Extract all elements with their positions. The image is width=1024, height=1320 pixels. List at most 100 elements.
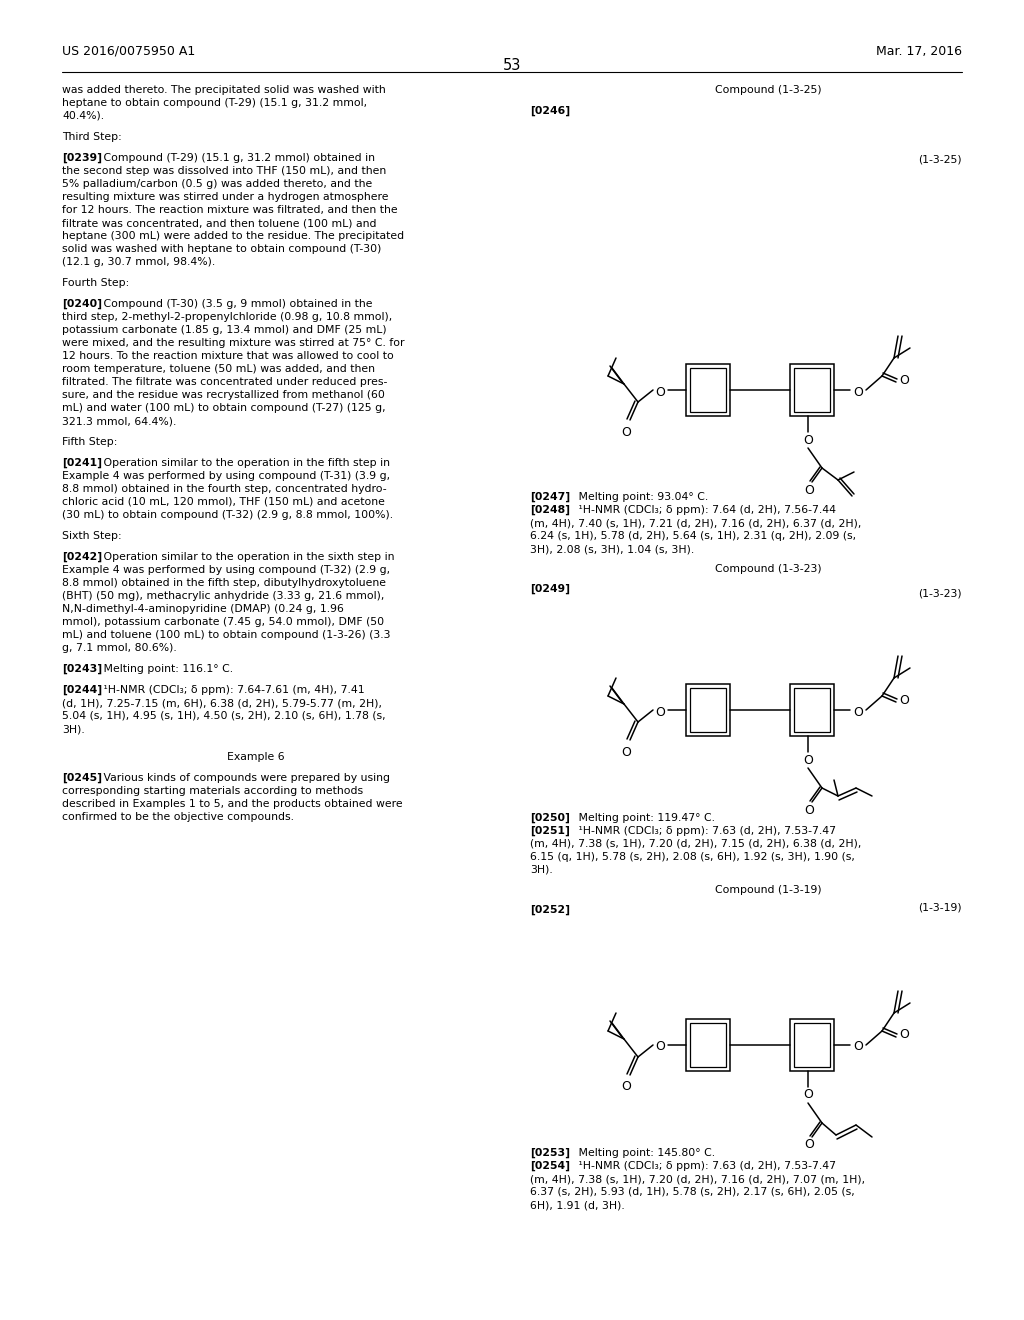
Text: ¹H-NMR (CDCl₃; δ ppm): 7.63 (d, 2H), 7.53-7.47: ¹H-NMR (CDCl₃; δ ppm): 7.63 (d, 2H), 7.5…: [568, 1162, 836, 1171]
Text: [0252]: [0252]: [530, 906, 570, 915]
Text: 8.8 mmol) obtained in the fourth step, concentrated hydro-: 8.8 mmol) obtained in the fourth step, c…: [62, 484, 387, 494]
Text: [0246]: [0246]: [530, 106, 570, 116]
Text: O: O: [899, 374, 909, 387]
Text: solid was washed with heptane to obtain compound (T-30): solid was washed with heptane to obtain …: [62, 244, 381, 253]
Text: corresponding starting materials according to methods: corresponding starting materials accordi…: [62, 785, 364, 796]
Text: (1-3-23): (1-3-23): [919, 587, 962, 598]
Text: Fifth Step:: Fifth Step:: [62, 437, 118, 447]
Text: [0244]: [0244]: [62, 685, 102, 696]
Text: O: O: [622, 1081, 631, 1093]
Text: filtrated. The filtrate was concentrated under reduced pres-: filtrated. The filtrate was concentrated…: [62, 378, 387, 387]
Text: third step, 2-methyl-2-propenylchloride (0.98 g, 10.8 mmol),: third step, 2-methyl-2-propenylchloride …: [62, 312, 392, 322]
Text: 6H), 1.91 (d, 3H).: 6H), 1.91 (d, 3H).: [530, 1200, 625, 1210]
Text: Compound (1-3-23): Compound (1-3-23): [715, 564, 821, 574]
Text: Compound (1-3-19): Compound (1-3-19): [715, 884, 821, 895]
Text: (m, 4H), 7.38 (s, 1H), 7.20 (d, 2H), 7.16 (d, 2H), 7.07 (m, 1H),: (m, 4H), 7.38 (s, 1H), 7.20 (d, 2H), 7.1…: [530, 1173, 865, 1184]
Text: the second step was dissolved into THF (150 mL), and then: the second step was dissolved into THF (…: [62, 166, 386, 176]
Text: Fourth Step:: Fourth Step:: [62, 279, 129, 288]
Text: Melting point: 93.04° C.: Melting point: 93.04° C.: [568, 492, 709, 502]
Text: mL) and toluene (100 mL) to obtain compound (1-3-26) (3.3: mL) and toluene (100 mL) to obtain compo…: [62, 630, 390, 640]
Text: 3H), 2.08 (s, 3H), 1.04 (s, 3H).: 3H), 2.08 (s, 3H), 1.04 (s, 3H).: [530, 544, 694, 554]
Text: [0251]: [0251]: [530, 826, 570, 837]
Text: Mar. 17, 2016: Mar. 17, 2016: [876, 45, 962, 58]
Text: (m, 4H), 7.38 (s, 1H), 7.20 (d, 2H), 7.15 (d, 2H), 6.38 (d, 2H),: (m, 4H), 7.38 (s, 1H), 7.20 (d, 2H), 7.1…: [530, 840, 861, 849]
Text: (BHT) (50 mg), methacrylic anhydride (3.33 g, 21.6 mmol),: (BHT) (50 mg), methacrylic anhydride (3.…: [62, 591, 384, 601]
Text: O: O: [899, 1028, 909, 1041]
Text: O: O: [655, 385, 665, 399]
Text: [0243]: [0243]: [62, 664, 102, 675]
Text: Melting point: 116.1° C.: Melting point: 116.1° C.: [93, 664, 233, 675]
Text: O: O: [804, 483, 814, 496]
Text: 40.4%).: 40.4%).: [62, 111, 104, 121]
Text: heptane to obtain compound (T-29) (15.1 g, 31.2 mmol,: heptane to obtain compound (T-29) (15.1 …: [62, 98, 368, 108]
Text: [0254]: [0254]: [530, 1162, 570, 1171]
Text: O: O: [803, 1089, 813, 1101]
Text: Compound (T-30) (3.5 g, 9 mmol) obtained in the: Compound (T-30) (3.5 g, 9 mmol) obtained…: [93, 300, 373, 309]
Text: (1-3-25): (1-3-25): [919, 154, 962, 165]
Text: were mixed, and the resulting mixture was stirred at 75° C. for: were mixed, and the resulting mixture wa…: [62, 338, 404, 348]
Text: (m, 4H), 7.40 (s, 1H), 7.21 (d, 2H), 7.16 (d, 2H), 6.37 (d, 2H),: (m, 4H), 7.40 (s, 1H), 7.21 (d, 2H), 7.1…: [530, 517, 861, 528]
Text: O: O: [655, 705, 665, 718]
Text: O: O: [853, 705, 863, 718]
Text: Third Step:: Third Step:: [62, 132, 122, 143]
Text: mL) and water (100 mL) to obtain compound (T-27) (125 g,: mL) and water (100 mL) to obtain compoun…: [62, 403, 386, 413]
Text: [0239]: [0239]: [62, 153, 102, 164]
Text: [0249]: [0249]: [530, 583, 570, 594]
Text: 321.3 mmol, 64.4%).: 321.3 mmol, 64.4%).: [62, 416, 176, 426]
Text: resulting mixture was stirred under a hydrogen atmosphere: resulting mixture was stirred under a hy…: [62, 191, 388, 202]
Text: O: O: [853, 1040, 863, 1053]
Text: (30 mL) to obtain compound (T-32) (2.9 g, 8.8 mmol, 100%).: (30 mL) to obtain compound (T-32) (2.9 g…: [62, 510, 393, 520]
Text: US 2016/0075950 A1: US 2016/0075950 A1: [62, 45, 196, 58]
Text: Operation similar to the operation in the sixth step in: Operation similar to the operation in th…: [93, 552, 394, 562]
Text: O: O: [899, 693, 909, 706]
Text: room temperature, toluene (50 mL) was added, and then: room temperature, toluene (50 mL) was ad…: [62, 364, 375, 374]
Text: 8.8 mmol) obtained in the fifth step, dibutylhydroxytoluene: 8.8 mmol) obtained in the fifth step, di…: [62, 578, 386, 587]
Text: 5% palladium/carbon (0.5 g) was added thereto, and the: 5% palladium/carbon (0.5 g) was added th…: [62, 180, 373, 189]
Text: filtrate was concentrated, and then toluene (100 mL) and: filtrate was concentrated, and then tolu…: [62, 218, 377, 228]
Text: ¹H-NMR (CDCl₃; δ ppm): 7.63 (d, 2H), 7.53-7.47: ¹H-NMR (CDCl₃; δ ppm): 7.63 (d, 2H), 7.5…: [568, 826, 836, 836]
Text: N,N-dimethyl-4-aminopyridine (DMAP) (0.24 g, 1.96: N,N-dimethyl-4-aminopyridine (DMAP) (0.2…: [62, 605, 344, 614]
Text: O: O: [853, 385, 863, 399]
Text: ¹H-NMR (CDCl₃; δ ppm): 7.64 (d, 2H), 7.56-7.44: ¹H-NMR (CDCl₃; δ ppm): 7.64 (d, 2H), 7.5…: [568, 506, 836, 515]
Text: confirmed to be the objective compounds.: confirmed to be the objective compounds.: [62, 812, 294, 822]
Text: [0253]: [0253]: [530, 1148, 570, 1158]
Text: [0245]: [0245]: [62, 774, 102, 783]
Text: was added thereto. The precipitated solid was washed with: was added thereto. The precipitated soli…: [62, 84, 386, 95]
Text: [0240]: [0240]: [62, 300, 102, 309]
Text: 3H).: 3H).: [530, 865, 553, 875]
Text: O: O: [804, 804, 814, 817]
Text: mmol), potassium carbonate (7.45 g, 54.0 mmol), DMF (50: mmol), potassium carbonate (7.45 g, 54.0…: [62, 616, 384, 627]
Text: 53: 53: [503, 58, 521, 73]
Text: Compound (1-3-25): Compound (1-3-25): [715, 84, 821, 95]
Text: Operation similar to the operation in the fifth step in: Operation similar to the operation in th…: [93, 458, 390, 469]
Text: 6.15 (q, 1H), 5.78 (s, 2H), 2.08 (s, 6H), 1.92 (s, 3H), 1.90 (s,: 6.15 (q, 1H), 5.78 (s, 2H), 2.08 (s, 6H)…: [530, 851, 855, 862]
Text: described in Examples 1 to 5, and the products obtained were: described in Examples 1 to 5, and the pr…: [62, 799, 402, 809]
Text: O: O: [803, 754, 813, 767]
Text: potassium carbonate (1.85 g, 13.4 mmol) and DMF (25 mL): potassium carbonate (1.85 g, 13.4 mmol) …: [62, 325, 387, 335]
Text: Example 4 was performed by using compound (T-32) (2.9 g,: Example 4 was performed by using compoun…: [62, 565, 390, 576]
Text: [0247]: [0247]: [530, 492, 570, 503]
Text: [0241]: [0241]: [62, 458, 102, 469]
Text: (12.1 g, 30.7 mmol, 98.4%).: (12.1 g, 30.7 mmol, 98.4%).: [62, 257, 215, 267]
Text: Compound (T-29) (15.1 g, 31.2 mmol) obtained in: Compound (T-29) (15.1 g, 31.2 mmol) obta…: [93, 153, 375, 162]
Text: Melting point: 119.47° C.: Melting point: 119.47° C.: [568, 813, 715, 822]
Text: 12 hours. To the reaction mixture that was allowed to cool to: 12 hours. To the reaction mixture that w…: [62, 351, 394, 360]
Text: O: O: [803, 433, 813, 446]
Text: heptane (300 mL) were added to the residue. The precipitated: heptane (300 mL) were added to the resid…: [62, 231, 404, 242]
Text: Sixth Step:: Sixth Step:: [62, 531, 122, 541]
Text: 6.24 (s, 1H), 5.78 (d, 2H), 5.64 (s, 1H), 2.31 (q, 2H), 2.09 (s,: 6.24 (s, 1H), 5.78 (d, 2H), 5.64 (s, 1H)…: [530, 531, 856, 541]
Text: 6.37 (s, 2H), 5.93 (d, 1H), 5.78 (s, 2H), 2.17 (s, 6H), 2.05 (s,: 6.37 (s, 2H), 5.93 (d, 1H), 5.78 (s, 2H)…: [530, 1187, 855, 1197]
Text: Various kinds of compounds were prepared by using: Various kinds of compounds were prepared…: [93, 774, 390, 783]
Text: [0250]: [0250]: [530, 813, 570, 824]
Text: 5.04 (s, 1H), 4.95 (s, 1H), 4.50 (s, 2H), 2.10 (s, 6H), 1.78 (s,: 5.04 (s, 1H), 4.95 (s, 1H), 4.50 (s, 2H)…: [62, 711, 386, 721]
Text: [0242]: [0242]: [62, 552, 102, 562]
Text: ¹H-NMR (CDCl₃; δ ppm): 7.64-7.61 (m, 4H), 7.41: ¹H-NMR (CDCl₃; δ ppm): 7.64-7.61 (m, 4H)…: [93, 685, 365, 696]
Text: [0248]: [0248]: [530, 506, 570, 515]
Text: (1-3-19): (1-3-19): [919, 903, 962, 913]
Text: sure, and the residue was recrystallized from methanol (60: sure, and the residue was recrystallized…: [62, 389, 385, 400]
Text: O: O: [655, 1040, 665, 1053]
Text: O: O: [804, 1138, 814, 1151]
Text: for 12 hours. The reaction mixture was filtrated, and then the: for 12 hours. The reaction mixture was f…: [62, 205, 397, 215]
Text: Example 6: Example 6: [227, 752, 285, 762]
Text: Melting point: 145.80° C.: Melting point: 145.80° C.: [568, 1148, 715, 1158]
